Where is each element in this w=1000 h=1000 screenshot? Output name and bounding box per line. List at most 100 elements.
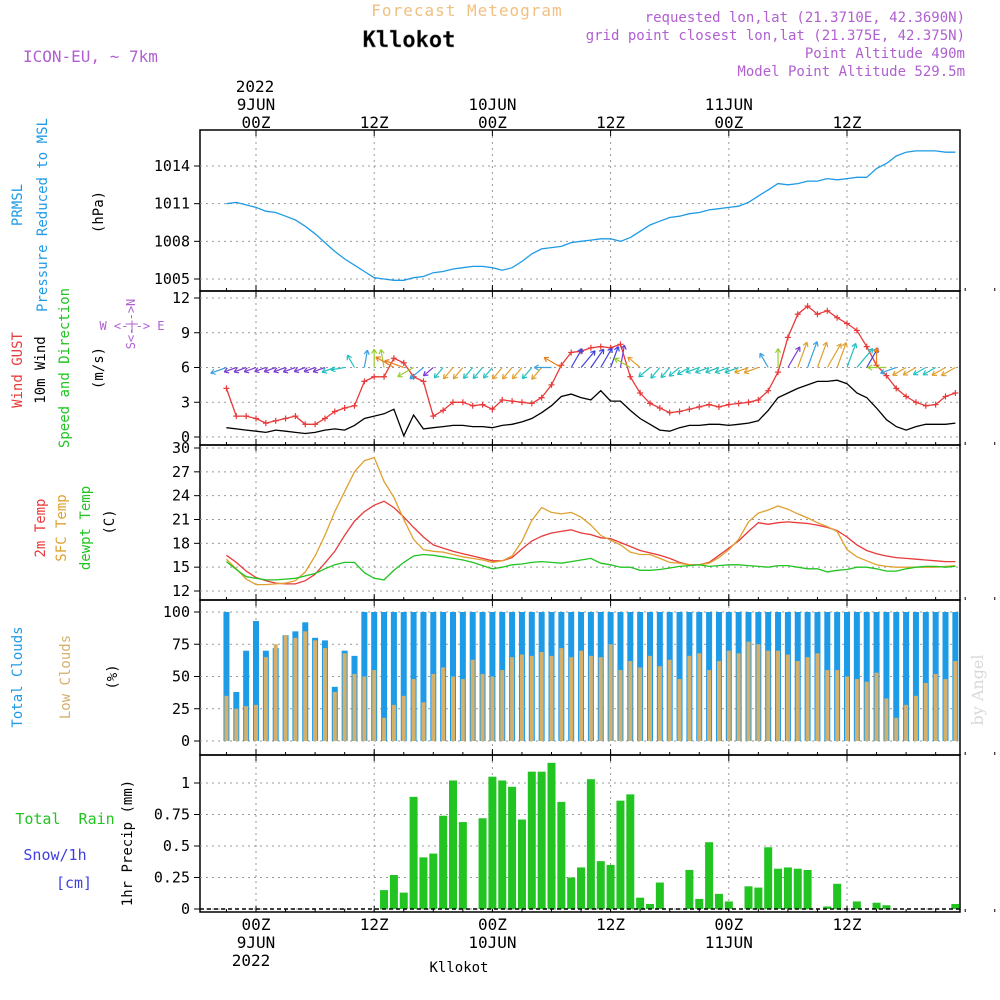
wind-arrow-head (650, 373, 656, 379)
gust-marker (656, 405, 663, 412)
wind-arrow (759, 352, 769, 368)
gust-marker (479, 401, 486, 408)
gust-marker (430, 413, 437, 420)
wind-arrow-head (282, 367, 289, 374)
grid-point-coords: grid point closest lon,lat (21.375E, 42.… (586, 28, 965, 44)
gust-marker (499, 396, 506, 403)
temperature-ytick-label: 18 (172, 534, 190, 552)
wind-arrow (409, 367, 424, 380)
pressure-ytick-label: 1005 (154, 270, 190, 288)
wind-arrow (293, 366, 306, 373)
bottom-hour-label: 12Z (833, 915, 862, 934)
rain-bar (872, 902, 881, 909)
wind-arrow (543, 357, 562, 369)
wind-ytick-label: 3 (181, 393, 190, 411)
wind-arrow-head (607, 347, 613, 354)
wind-arrow-head (303, 367, 310, 374)
rain-bar (695, 898, 704, 909)
wind-arrow (880, 366, 897, 374)
rain-bar (380, 890, 389, 909)
precip-unit: 1hr Precip (mm) (120, 780, 136, 906)
low-clouds-bar (657, 666, 662, 741)
gust-marker (331, 408, 338, 415)
wind-arrow (826, 343, 842, 368)
wind-arrow (627, 356, 641, 368)
precip-ytick-label: 0.25 (154, 869, 190, 887)
low-clouds-bar (391, 704, 396, 741)
low-clouds-bar (451, 676, 455, 741)
gust-marker (784, 334, 791, 341)
low-clouds-bar (470, 659, 475, 741)
low-clouds-bar (874, 672, 879, 741)
clouds-unit: (%) (105, 664, 121, 689)
wind-arrow-head (422, 370, 429, 377)
low-clouds-bar (736, 653, 741, 741)
year-label-bottom: 2022 (232, 951, 271, 970)
wind-arrow-head (452, 373, 459, 380)
precip-ytick-label: 0.75 (154, 806, 190, 824)
series-2m-temp (226, 500, 956, 585)
gust-marker (548, 381, 555, 388)
rain-bar (517, 819, 526, 909)
top-date-label: 11JUN (705, 95, 753, 114)
point-altitude: Point Altitude 490m (805, 46, 965, 62)
gust-marker (390, 355, 397, 362)
rain-bar (478, 818, 487, 909)
wind-arrow (502, 367, 513, 380)
precip-ytick-label: 0.5 (163, 837, 190, 855)
rain-bar (449, 780, 457, 909)
wind-arrow-head (705, 368, 711, 374)
low-clouds-bar (569, 657, 574, 741)
wind-arrow-head (543, 356, 550, 363)
wind-arrow-head (620, 344, 627, 350)
total-clouds-bar (253, 621, 259, 741)
wind-arrow-head (397, 371, 403, 378)
low-clouds-bar (598, 657, 603, 741)
low-clouds-bar (411, 679, 416, 741)
model-altitude: Model Point Altitude 529.5m (737, 64, 965, 80)
wind-arrow-head (263, 367, 270, 374)
wind-arrow-head (922, 370, 929, 376)
total-clouds-bar (893, 612, 900, 741)
wind-arrow-head (577, 348, 583, 354)
gust-marker (676, 408, 683, 415)
series-dewpt-temp (225, 553, 956, 581)
wind-arrow (346, 354, 356, 368)
top-date-label: 9JUN (237, 95, 276, 114)
rain-bar (488, 776, 497, 909)
wind-arrow-head (409, 373, 415, 380)
rain-bar (409, 796, 418, 909)
low-clouds-bar (362, 676, 367, 741)
gust-marker (233, 413, 240, 420)
total-clouds-bar (223, 612, 230, 741)
gust-marker (381, 373, 388, 380)
low-clouds-bar (677, 679, 682, 741)
low-clouds-bar (421, 702, 426, 741)
gust-marker (440, 407, 447, 414)
low-clouds-bar (776, 650, 781, 741)
bottom-date-label: 9JUN (237, 933, 276, 952)
wind-arrow (483, 367, 493, 379)
wind-arrow-head (668, 371, 675, 377)
low-clouds-bar (726, 650, 731, 741)
wind-arrow (423, 367, 434, 377)
compass-horizontal: W <-|-> E (99, 319, 164, 333)
wind-arrow-head (243, 367, 250, 374)
wind-arrow-head (627, 356, 633, 363)
wind-arrow-head (734, 368, 740, 375)
wind-speed-dir-label: Speed and Direction (57, 288, 73, 448)
wind-arrow-head (433, 372, 440, 379)
wind-arrow-head (491, 374, 498, 380)
location-title: Kllokot (363, 28, 456, 53)
rain-bar (685, 869, 694, 909)
gust-marker (253, 415, 259, 422)
wind-arrow-head (743, 368, 750, 375)
wind-arrow (452, 367, 464, 380)
rain-bar (537, 771, 546, 909)
rain-bar (596, 861, 605, 909)
gust-marker (745, 399, 752, 406)
rain-bar (783, 867, 792, 909)
gust-marker (371, 373, 378, 380)
low-clouds-bar (549, 655, 554, 741)
top-hour-label: 00Z (242, 113, 271, 132)
